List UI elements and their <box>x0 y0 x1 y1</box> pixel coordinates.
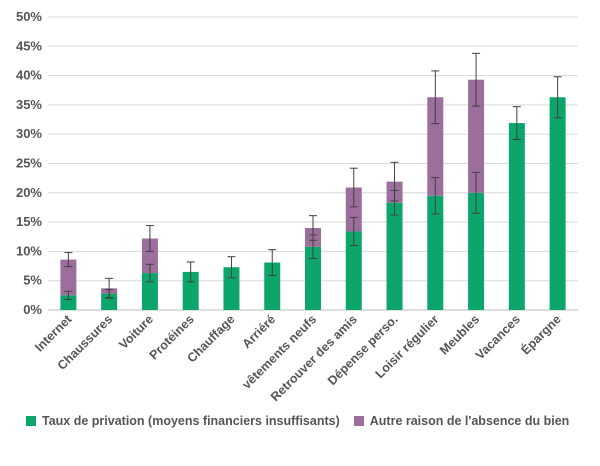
bar-segment-autre <box>427 97 444 196</box>
y-tick-label: 0% <box>23 302 42 317</box>
y-tick-label: 30% <box>16 126 42 141</box>
gridlines <box>48 16 578 311</box>
x-tick-label: Voiture <box>116 312 156 352</box>
x-tick-label: Épargne <box>518 311 564 357</box>
y-tick-label: 35% <box>16 97 42 112</box>
y-tick-label: 5% <box>23 273 42 288</box>
x-tick-label: Vacances <box>473 312 523 362</box>
y-tick-label: 45% <box>16 38 42 53</box>
y-tick-label: 10% <box>16 243 42 258</box>
bar-segment-autre <box>60 259 77 296</box>
legend-item-privation: Taux de privation (moyens financiers ins… <box>26 414 340 428</box>
y-axis-ticks: 0% 5% 10% 15% 20% 25% 30% 35% 40% 45% 50% <box>16 9 42 317</box>
bar-segment-privation <box>345 231 362 310</box>
y-tick-label: 15% <box>16 214 42 229</box>
bars <box>60 79 566 310</box>
legend-swatch-autre <box>353 416 364 426</box>
x-tick-label: vêtements neufs <box>239 312 319 392</box>
legend-swatch-privation <box>26 416 36 426</box>
y-tick-label: 40% <box>16 68 42 83</box>
x-tick-label: Dépense perso. <box>325 312 401 388</box>
y-tick-label: 50% <box>16 9 42 24</box>
x-tick-label: Arriéré <box>239 312 278 351</box>
legend-label-privation: Taux de privation (moyens financiers ins… <box>42 414 340 428</box>
bar-segment-privation <box>264 262 281 310</box>
bar-segment-privation <box>508 123 525 310</box>
bar-segment-privation <box>386 202 403 310</box>
bar-segment-privation <box>468 192 485 310</box>
bar-segment-privation <box>305 246 321 310</box>
bar-segment-autre <box>468 79 485 193</box>
bar-segment-autre <box>345 187 362 232</box>
error-bars <box>64 52 562 300</box>
y-tick-label: 25% <box>16 156 42 171</box>
legend-item-autre: Autre raison de l'absence du bien <box>353 414 570 428</box>
legend: Taux de privation (moyens financiers ins… <box>26 414 596 428</box>
bar-segment-privation <box>427 195 444 310</box>
legend-label-autre: Autre raison de l'absence du bien <box>369 414 570 428</box>
y-tick-label: 20% <box>16 185 42 200</box>
bar-segment-privation <box>549 97 566 310</box>
